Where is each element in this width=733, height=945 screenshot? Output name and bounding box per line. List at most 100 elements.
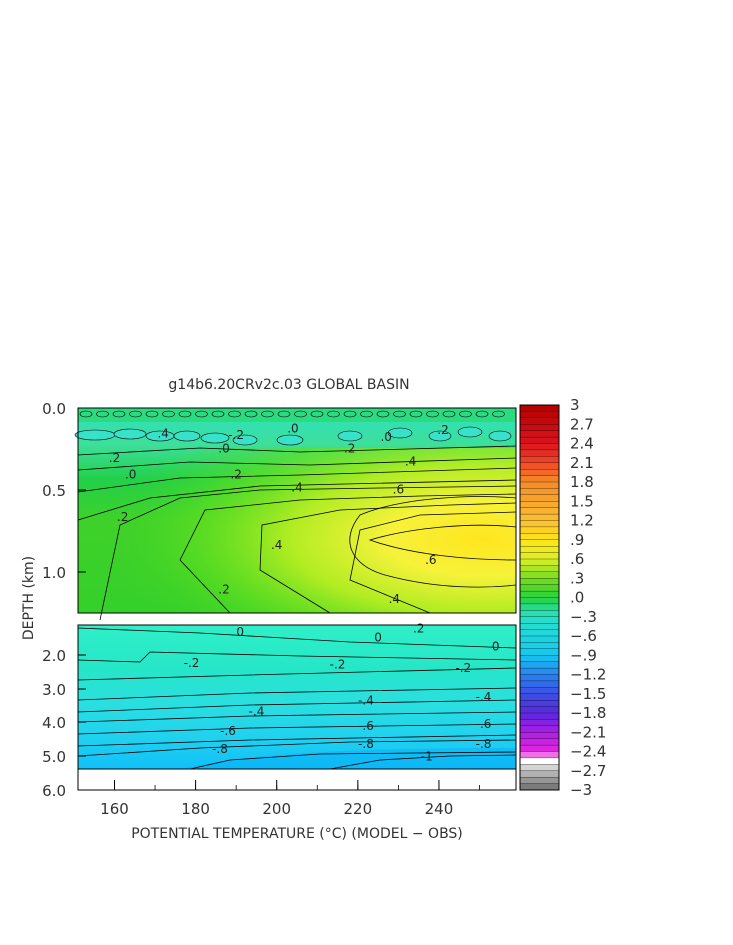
upper-contour-2 — [77, 467, 517, 493]
colorbar-tick-label-1: 2.7 — [570, 415, 594, 433]
colorbar-frame — [519, 404, 560, 791]
colorbar-tick-label-3: 2.1 — [570, 454, 594, 472]
surface-ring-14 — [310, 410, 324, 418]
upper-panel: .4 -.2.0.0.2.2.0.2.4.0.2.4.6.2.4.6.2.40.0… — [42, 400, 517, 621]
surface-eddy-7 — [337, 430, 363, 442]
lower-contour-label-10: -.6 — [220, 724, 236, 738]
colorbar-band-59 — [519, 783, 560, 791]
colorbar-band-6 — [519, 443, 560, 451]
colorbar-tick-label-12: −.6 — [570, 627, 597, 645]
colorbar-band-45 — [519, 693, 560, 701]
upper-contour-label-1: -.2 — [228, 428, 244, 442]
colorbar-band-21 — [519, 539, 560, 547]
colorbar-band-31 — [519, 603, 560, 611]
upper-contour-3 — [77, 479, 517, 521]
surface-ring-8 — [211, 410, 225, 418]
lower-contour-1 — [77, 651, 517, 663]
colorbar-band-55 — [519, 757, 560, 765]
upper-contour-label-17: .4 — [389, 592, 400, 606]
x-tick-label-4: 240 — [425, 800, 454, 818]
surface-ring-21 — [426, 410, 439, 418]
colorbar-band-9 — [519, 462, 560, 470]
lower-contour-label-7: -.4 — [249, 704, 265, 718]
colorbar-band-8 — [519, 456, 560, 464]
surface-eddy-8 — [387, 427, 413, 439]
surface-ring-24 — [475, 410, 489, 418]
lower-contour-label-15: -.8 — [476, 737, 492, 751]
surface-eddy-11 — [488, 430, 512, 442]
colorbar-band-23 — [519, 552, 560, 560]
colorbar-band-18 — [519, 520, 560, 528]
upper-y-tick-label-0: 0.0 — [42, 400, 66, 418]
upper-contour-7 — [349, 511, 517, 614]
upper-contour-label-7: .2 — [344, 441, 355, 455]
colorbar-band-40 — [519, 661, 560, 669]
upper-contour-label-4: .2 — [437, 423, 448, 437]
surface-ring-18 — [376, 410, 390, 418]
colorbar-tick-label-11: −.3 — [570, 608, 597, 626]
colorbar-band-15 — [519, 501, 560, 509]
lower-contour-label-5: -.2 — [330, 658, 346, 672]
colorbar-tick-label-20: −3 — [570, 781, 592, 799]
lower-contour-label-8: -.4 — [358, 694, 374, 708]
lower-contour-label-2: .2 — [413, 622, 424, 636]
lower-contour-label-9: -.4 — [476, 690, 492, 704]
colorbar-tick-label-7: .9 — [570, 531, 584, 549]
colorbar-tick-label-18: −2.4 — [570, 743, 606, 761]
upper-contour-label-9: .0 — [125, 468, 136, 482]
colorbar-band-51 — [519, 732, 560, 740]
upper-contour-label-14: .4 — [271, 538, 282, 552]
colorbar-band-5 — [519, 436, 560, 444]
lower-contour-label-16: -1 — [421, 749, 433, 763]
upper-contour-5 — [179, 493, 517, 614]
colorbar-band-7 — [519, 449, 560, 457]
surface-ring-7 — [195, 410, 208, 418]
colorbar-band-32 — [519, 610, 560, 618]
upper-contour-label-3: .0 — [380, 430, 391, 444]
upper-contour-0 — [77, 445, 517, 456]
colorbar-band-28 — [519, 584, 560, 592]
surface-ring-9 — [228, 410, 241, 418]
colorbar-band-47 — [519, 706, 560, 714]
lower-y-tick-label-3: 5.0 — [42, 748, 66, 766]
upper-contour-label-15: .6 — [425, 553, 436, 567]
colorbar-tick-label-14: −1.2 — [570, 666, 606, 684]
colorbar-tick-label-16: −1.8 — [570, 704, 606, 722]
upper-contour-label-2: .0 — [287, 422, 298, 436]
surface-band — [78, 408, 516, 422]
upper-panel-frame — [77, 407, 517, 614]
colorbar-band-41 — [519, 667, 560, 675]
upper-y-tick-label-2: 1.0 — [42, 564, 66, 582]
lower-contour-5 — [77, 711, 517, 723]
surface-ring-11 — [261, 410, 274, 418]
upper-contour-label-12: .6 — [393, 482, 404, 496]
surface-ring-17 — [360, 410, 373, 418]
surface-ring-2 — [112, 410, 126, 418]
surface-ring-12 — [277, 410, 291, 418]
colorbar-band-19 — [519, 526, 560, 534]
surface-ring-10 — [244, 410, 258, 418]
colorbar-band-24 — [519, 558, 560, 566]
upper-contour-6 — [259, 502, 517, 614]
x-tick-label-1: 180 — [181, 800, 210, 818]
lower-contour-label-11: -.6 — [358, 719, 374, 733]
y-axis-label: DEPTH (km) — [21, 556, 37, 640]
lower-contour-2 — [77, 667, 517, 681]
colorbar-band-35 — [519, 629, 560, 637]
upper-contour-label-16: .2 — [218, 582, 229, 596]
colorbar-band-1 — [519, 411, 560, 419]
colorbar-band-2 — [519, 417, 560, 425]
lower-contour-label-12: -.6 — [476, 717, 492, 731]
colorbar-band-48 — [519, 712, 560, 720]
surface-ring-3 — [129, 410, 142, 418]
surface-eddy-10 — [457, 426, 483, 438]
colorbar-band-52 — [519, 738, 560, 746]
surface-eddy-0 — [74, 429, 116, 441]
lower-contour-9 — [189, 751, 517, 770]
colorbar-band-25 — [519, 565, 560, 573]
lower-contour-0 — [77, 627, 517, 649]
colorbar-band-43 — [519, 680, 560, 688]
lower-contour-6 — [77, 723, 517, 735]
upper-contour-core-outer — [349, 496, 517, 588]
colorbar-band-34 — [519, 623, 560, 631]
